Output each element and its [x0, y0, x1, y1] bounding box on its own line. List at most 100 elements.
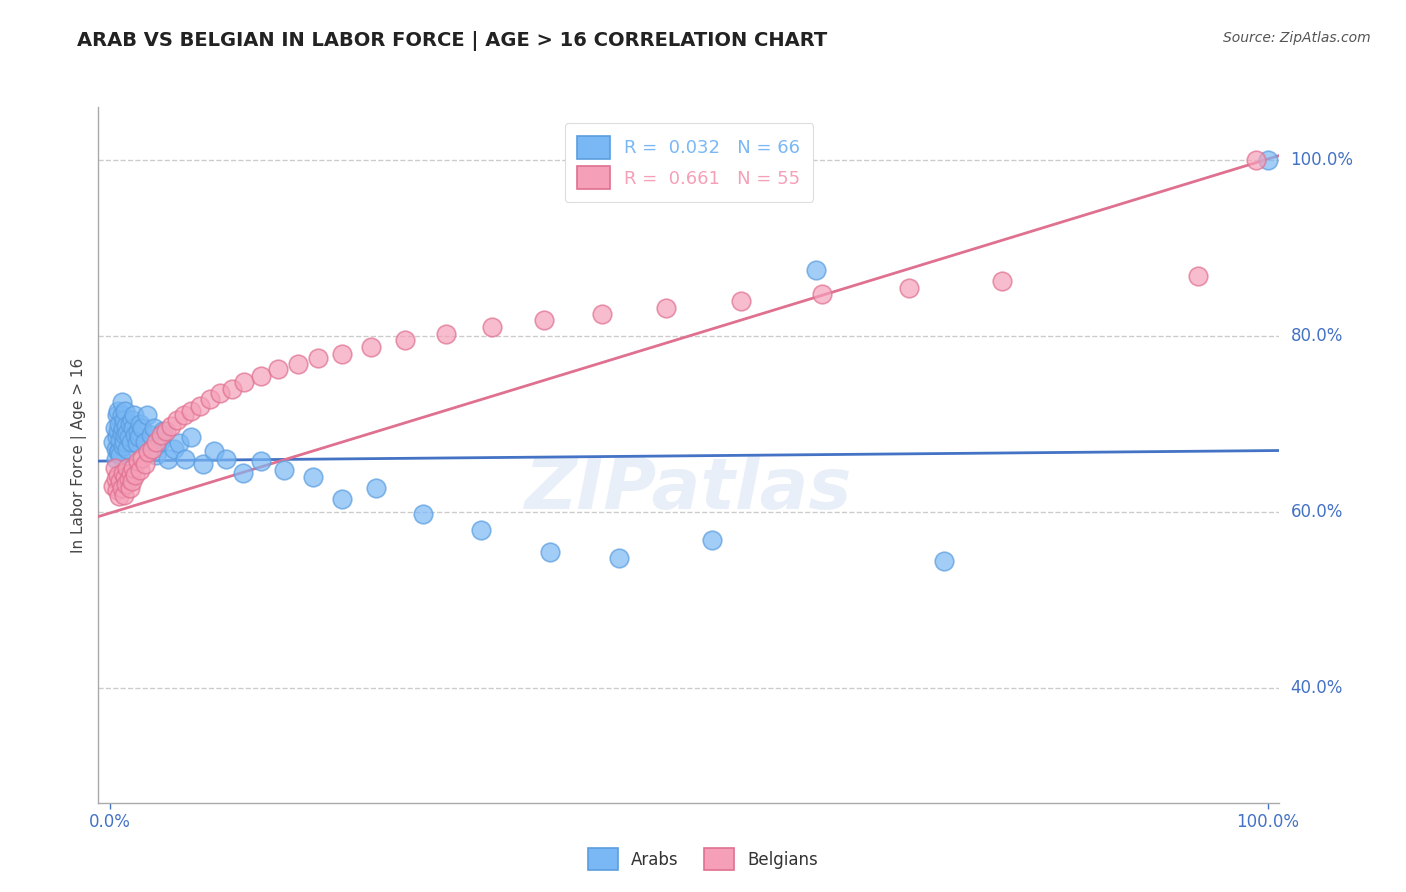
Point	[117, 461, 139, 475]
Point	[120, 434, 142, 449]
Point	[121, 413, 143, 427]
Point	[470, 523, 492, 537]
Point	[111, 466, 134, 480]
Point	[114, 404, 136, 418]
Point	[360, 340, 382, 354]
Point	[1246, 153, 1268, 167]
Point	[174, 452, 197, 467]
Point	[412, 507, 434, 521]
Point	[249, 368, 271, 383]
Text: ARAB VS BELGIAN IN LABOR FORCE | AGE > 16 CORRELATION CHART: ARAB VS BELGIAN IN LABOR FORCE | AGE > 1…	[77, 31, 828, 51]
Point	[110, 409, 132, 423]
Point	[897, 280, 920, 294]
Point	[330, 491, 353, 506]
Point	[301, 470, 323, 484]
Point	[110, 433, 132, 447]
Point	[129, 463, 152, 477]
Point	[115, 477, 138, 491]
Text: 40.0%: 40.0%	[1291, 680, 1343, 698]
Point	[107, 468, 129, 483]
Point	[114, 470, 136, 484]
Point	[1257, 153, 1279, 167]
Point	[122, 421, 145, 435]
Point	[110, 481, 132, 495]
Point	[591, 307, 613, 321]
Point	[120, 466, 142, 480]
Point	[208, 386, 231, 401]
Point	[110, 448, 132, 462]
Point	[221, 382, 243, 396]
Point	[111, 421, 134, 435]
Point	[122, 461, 145, 475]
Point	[117, 425, 139, 440]
Text: Source: ZipAtlas.com: Source: ZipAtlas.com	[1223, 31, 1371, 45]
Point	[110, 425, 132, 440]
Point	[155, 424, 177, 438]
Point	[394, 334, 416, 348]
Point	[152, 424, 174, 438]
Point	[188, 400, 211, 414]
Point	[104, 461, 127, 475]
Point	[127, 424, 149, 438]
Text: 60.0%: 60.0%	[1291, 503, 1343, 521]
Point	[107, 424, 129, 438]
Text: 100.0%: 100.0%	[1291, 151, 1354, 169]
Point	[117, 472, 139, 486]
Point	[145, 448, 167, 462]
Point	[215, 452, 238, 467]
Legend: Arabs, Belgians: Arabs, Belgians	[581, 842, 825, 877]
Point	[191, 457, 214, 471]
Point	[127, 454, 149, 468]
Point	[249, 454, 271, 468]
Point	[104, 442, 127, 456]
Point	[103, 479, 125, 493]
Point	[107, 404, 129, 418]
Point	[180, 430, 202, 444]
Point	[232, 466, 254, 480]
Text: 80.0%: 80.0%	[1291, 327, 1343, 345]
Point	[136, 409, 159, 423]
Point	[163, 442, 186, 456]
Point	[149, 434, 172, 449]
Point	[121, 475, 143, 489]
Point	[700, 533, 723, 548]
Point	[104, 452, 127, 467]
Point	[111, 439, 134, 453]
Point	[655, 301, 678, 315]
Point	[330, 346, 353, 360]
Point	[273, 463, 295, 477]
Point	[117, 430, 139, 444]
Point	[173, 409, 195, 423]
Point	[104, 421, 127, 435]
Point	[108, 489, 131, 503]
Point	[124, 468, 146, 483]
Point	[366, 481, 388, 495]
Point	[287, 357, 309, 371]
Point	[143, 421, 166, 435]
Point	[811, 286, 834, 301]
Point	[103, 434, 125, 449]
Point	[166, 413, 188, 427]
Point	[110, 475, 132, 489]
Legend: R =  0.032   N = 66, R =  0.661   N = 55: R = 0.032 N = 66, R = 0.661 N = 55	[565, 123, 813, 202]
Point	[169, 436, 191, 450]
Point	[118, 481, 141, 495]
Point	[105, 483, 128, 497]
Point	[149, 427, 172, 442]
Point	[118, 417, 141, 431]
Point	[107, 445, 129, 459]
Point	[134, 457, 156, 471]
Point	[145, 434, 167, 449]
Point	[481, 320, 503, 334]
Point	[434, 327, 457, 342]
Point	[233, 375, 256, 389]
Point	[124, 409, 146, 423]
Point	[131, 421, 153, 435]
Y-axis label: In Labor Force | Age > 16: In Labor Force | Age > 16	[70, 358, 87, 552]
Point	[267, 362, 290, 376]
Point	[108, 417, 131, 431]
Point	[990, 274, 1012, 288]
Point	[128, 430, 150, 444]
Point	[136, 445, 159, 459]
Point	[112, 487, 135, 501]
